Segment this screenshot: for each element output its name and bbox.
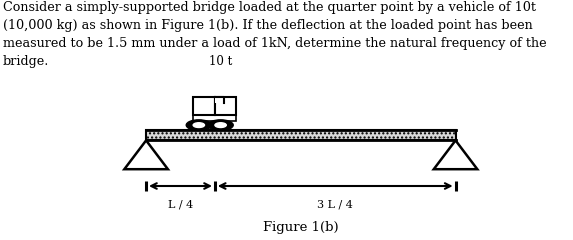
Circle shape	[186, 120, 211, 130]
Text: Figure 1(b): Figure 1(b)	[263, 221, 339, 234]
Bar	[193, 97, 215, 115]
Text: Consider a simply-supported bridge loaded at the quarter point by a vehicle of 1: Consider a simply-supported bridge loade…	[3, 1, 547, 68]
Text: 3 L / 4: 3 L / 4	[317, 199, 353, 209]
Polygon shape	[124, 140, 168, 169]
Circle shape	[215, 123, 226, 127]
Bar	[193, 115, 236, 121]
Text: L / 4: L / 4	[168, 199, 193, 209]
Circle shape	[208, 120, 233, 130]
Circle shape	[193, 123, 205, 127]
Polygon shape	[434, 140, 477, 169]
Bar	[146, 130, 456, 140]
Bar	[215, 97, 236, 115]
Bar	[215, 97, 224, 103]
Text: 10 t: 10 t	[209, 55, 232, 68]
